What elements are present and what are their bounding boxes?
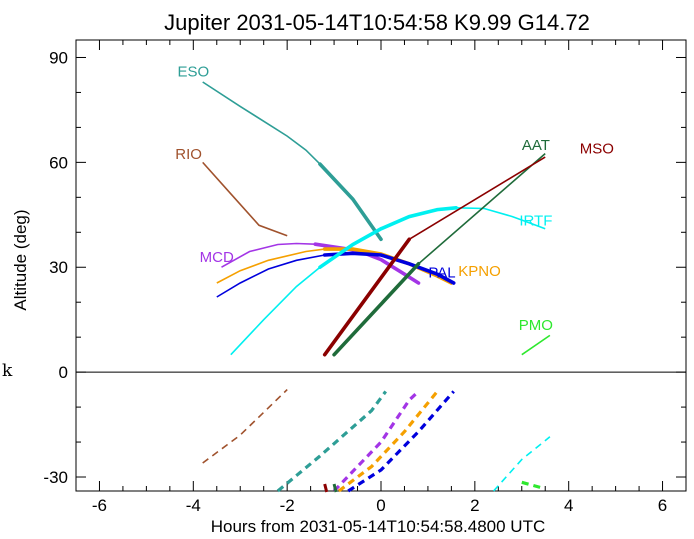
series-pal-below-horizon bbox=[347, 390, 455, 493]
y-tick-label: -30 bbox=[43, 468, 68, 487]
series-irtf-below-horizon bbox=[493, 436, 551, 492]
x-tick-label: -6 bbox=[92, 496, 107, 515]
x-tick-label: 6 bbox=[658, 496, 667, 515]
series-aat-below-horizon bbox=[332, 483, 338, 493]
series-irtf-line-after bbox=[456, 207, 546, 230]
x-tick-label: 4 bbox=[564, 496, 573, 515]
series-label-kpno: KPNO bbox=[458, 263, 501, 280]
series-label-pal: PAL bbox=[428, 265, 455, 282]
series-aat-line bbox=[417, 152, 546, 265]
series-eso-below-horizon bbox=[276, 390, 387, 493]
series-mso-below-horizon bbox=[323, 483, 329, 493]
chart-title: Jupiter 2031-05-14T10:54:58 K9.99 G14.72 bbox=[164, 10, 590, 35]
series-label-pmo: PMO bbox=[519, 317, 553, 334]
series-rio-below-horizon bbox=[202, 389, 288, 464]
series-kpno-line bbox=[216, 248, 325, 284]
series-label-irtf: IRTF bbox=[519, 212, 552, 229]
series-pal-line bbox=[216, 254, 325, 298]
y-tick-label: 0 bbox=[59, 363, 68, 382]
series-aat-observable bbox=[332, 262, 421, 357]
series-mso-observable bbox=[322, 237, 411, 357]
x-tick-label: -2 bbox=[280, 496, 295, 515]
y-axis-label: Altitude (deg) bbox=[11, 209, 30, 310]
series-label-rio: RIO bbox=[175, 146, 202, 163]
y-tick-label: 60 bbox=[49, 153, 68, 172]
series-pmo-below-horizon bbox=[521, 480, 541, 490]
y-tick-label: 30 bbox=[49, 258, 68, 277]
series-label-mso: MSO bbox=[580, 141, 614, 158]
series-rio-line bbox=[202, 161, 288, 237]
x-tick-label: 0 bbox=[376, 496, 385, 515]
x-axis-label: Hours from 2031-05-14T10:54:58.4800 UTC bbox=[211, 517, 546, 536]
series-label-aat: AAT bbox=[522, 137, 550, 154]
plot-frame bbox=[75, 39, 687, 492]
series-kpno-below-horizon bbox=[337, 390, 439, 493]
series-eso-line bbox=[202, 81, 321, 165]
side-label-k: k bbox=[2, 361, 13, 381]
series-mcd-below-horizon bbox=[332, 390, 420, 493]
series-irtf-line bbox=[230, 266, 321, 356]
series-irtf-observable bbox=[318, 206, 458, 269]
series-mcd-line bbox=[221, 242, 316, 268]
series-mso-line bbox=[408, 156, 546, 240]
x-tick-label: -4 bbox=[186, 496, 201, 515]
series-label-mcd: MCD bbox=[200, 249, 234, 266]
series-label-eso: ESO bbox=[177, 64, 209, 81]
series-pmo-line bbox=[521, 334, 551, 356]
y-tick-label: 90 bbox=[49, 48, 68, 67]
series-eso-observable bbox=[318, 162, 383, 242]
x-tick-label: 2 bbox=[470, 496, 479, 515]
